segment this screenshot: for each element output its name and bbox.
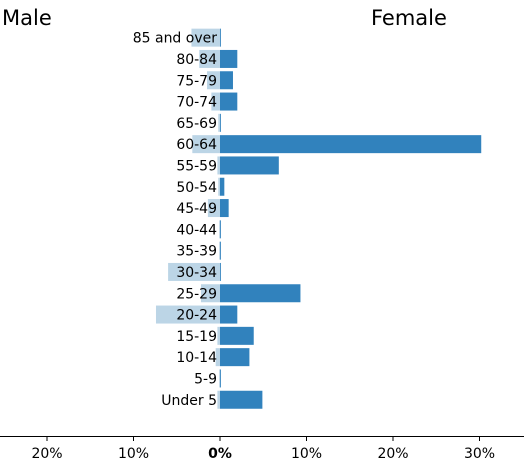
x-tick-label: 0%	[208, 446, 232, 462]
category-label: 30-34	[176, 265, 217, 281]
x-tick-label: 20%	[377, 446, 408, 462]
bar-male-under-5	[217, 390, 220, 409]
bar-female-20-24	[220, 305, 238, 324]
category-label: Under 5	[161, 393, 217, 409]
bar-male-80-84	[199, 49, 220, 68]
category-label: 80-84	[176, 52, 217, 68]
x-tick-label: 10%	[118, 446, 149, 462]
category-label: 85 and over	[133, 31, 218, 47]
bar-female-25-29	[220, 284, 301, 303]
bar-male-40-44	[219, 220, 220, 239]
category-label: 40-44	[176, 222, 217, 238]
bar-female-80-84	[220, 49, 238, 68]
male-bars	[155, 28, 220, 409]
bar-female-55-59	[220, 156, 279, 175]
bar-male-25-29	[200, 284, 220, 303]
category-label: 60-64	[176, 137, 217, 153]
bar-male-5-9	[219, 369, 220, 388]
bar-male-20-24	[155, 305, 220, 324]
female-side-label: Female	[371, 6, 447, 30]
bar-male-45-49	[207, 199, 220, 218]
bar-male-10-14	[215, 348, 220, 367]
category-label: 65-69	[176, 116, 217, 132]
category-label: 70-74	[176, 95, 217, 111]
bar-male-75-79	[207, 71, 220, 90]
bar-female-15-19	[220, 326, 254, 345]
bar-female-10-14	[220, 348, 250, 367]
bar-male-85-and-over	[191, 28, 220, 47]
bar-male-35-39	[219, 241, 220, 260]
category-labels: 85 and over 80-84 75-79 70-74 65-69 60-64 55-5…	[133, 31, 218, 409]
bar-female-40-44	[220, 220, 221, 239]
category-label: 20-24	[176, 308, 217, 324]
bar-male-15-19	[217, 326, 220, 345]
bar-female-30-34	[220, 262, 221, 281]
x-tick-label: 30%	[464, 446, 495, 462]
bar-male-65-69	[218, 113, 220, 132]
bar-female-75-79	[220, 71, 233, 90]
x-tick-label: 20%	[31, 446, 62, 462]
x-tick-label: 10%	[291, 446, 322, 462]
bar-male-30-34	[168, 262, 220, 281]
x-axis-ticks: 20% 10% 0% 10% 20% 30%	[31, 436, 495, 462]
bar-female-45-49	[220, 199, 229, 218]
category-label: 45-49	[176, 201, 217, 217]
category-label: 55-59	[176, 158, 217, 174]
bar-female-50-54	[220, 177, 225, 196]
bar-female-65-69	[220, 113, 221, 132]
bar-female-5-9	[220, 369, 221, 388]
category-label: 15-19	[176, 329, 217, 345]
bar-female-85-and-over	[220, 28, 221, 47]
category-label: 75-79	[176, 73, 217, 89]
bar-female-60-64	[220, 135, 482, 154]
category-label: 10-14	[176, 350, 217, 366]
category-label: 50-54	[176, 180, 217, 196]
bar-male-50-54	[218, 177, 220, 196]
bar-female-70-74	[220, 92, 238, 111]
bar-male-60-64	[192, 135, 220, 154]
bar-male-55-59	[217, 156, 220, 175]
category-label: 5-9	[194, 371, 217, 387]
female-bars	[220, 28, 482, 409]
category-label: 35-39	[176, 244, 217, 260]
bar-male-70-74	[211, 92, 220, 111]
bar-female-35-39	[220, 241, 221, 260]
category-label: 25-29	[176, 286, 217, 302]
male-side-label: Male	[2, 6, 52, 30]
bar-female-under-5	[220, 390, 263, 409]
